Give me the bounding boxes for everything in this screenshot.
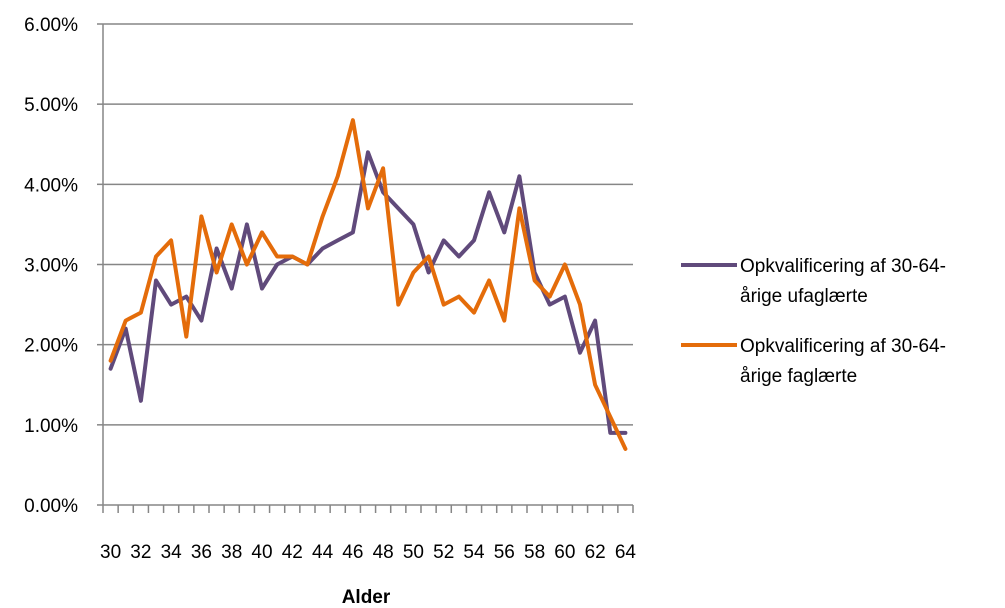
- legend-label-1: Opkvalificering af 30-64-: [740, 256, 946, 277]
- series-line-2: [108, 118, 628, 451]
- x-tick-label: 42: [282, 542, 303, 563]
- x-tick-label: 30: [100, 542, 121, 563]
- y-tick-label: 1.00%: [24, 416, 78, 437]
- x-tick-label: 52: [433, 542, 454, 563]
- y-tick-label: 6.00%: [24, 15, 78, 36]
- series-layer: [108, 118, 628, 451]
- y-tick-label: 2.00%: [24, 336, 78, 357]
- x-tick-label: 56: [494, 542, 515, 563]
- x-tick-label: 36: [191, 542, 212, 563]
- x-tick-label: 58: [524, 542, 545, 563]
- x-tick-label: 34: [161, 542, 183, 563]
- y-tick-label: 5.00%: [24, 95, 78, 116]
- x-tick-label: 48: [373, 542, 394, 563]
- x-axis-ticks: 30 32 34 36 38 40 42 44 46 48 50 52 54 56 58 60 62 64: [100, 505, 636, 563]
- x-tick-label: 46: [342, 542, 363, 563]
- x-tick-label: 60: [554, 542, 575, 563]
- y-axis-ticks: 0.00% 1.00% 2.00% 3.00% 4.00% 5.00% 6.00%: [24, 15, 103, 517]
- x-axis-title: Alder: [342, 587, 391, 608]
- x-tick-label: 64: [615, 542, 637, 563]
- gridlines: [103, 23, 633, 426]
- x-tick-label: 50: [403, 542, 424, 563]
- x-tick-label: 38: [221, 542, 242, 563]
- legend: Opkvalificering af 30-64- årige ufaglærte…: [681, 256, 946, 387]
- y-tick-label: 0.00%: [24, 496, 78, 517]
- legend-label-2: årige faglærte: [740, 366, 857, 387]
- y-tick-label: 4.00%: [24, 175, 78, 196]
- x-tick-label: 54: [463, 542, 485, 563]
- x-tick-label: 32: [130, 542, 151, 563]
- legend-label-1: årige ufaglærte: [740, 286, 868, 307]
- x-tick-label: 44: [312, 542, 334, 563]
- legend-label-2: Opkvalificering af 30-64-: [740, 336, 946, 357]
- y-tick-label: 3.00%: [24, 256, 78, 277]
- x-tick-label: 40: [251, 542, 272, 563]
- x-tick-label: 62: [585, 542, 606, 563]
